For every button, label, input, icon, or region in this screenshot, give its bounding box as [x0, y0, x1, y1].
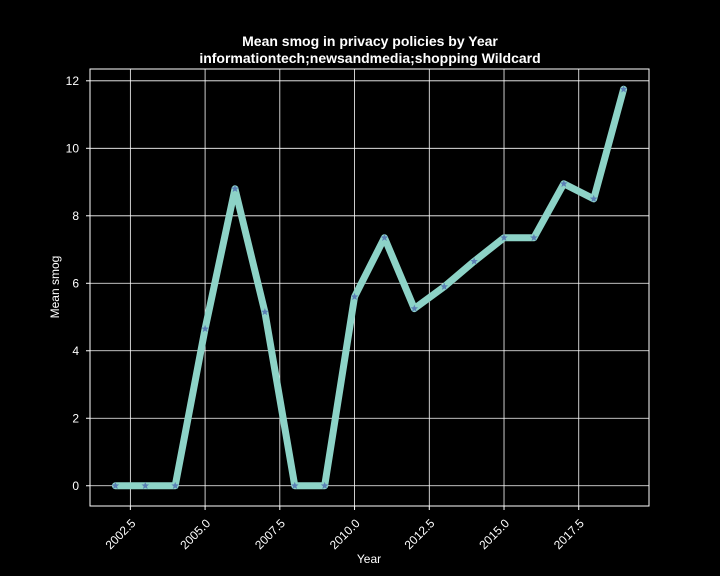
data-point-marker: [231, 184, 239, 193]
y-tick-label: 4: [72, 344, 79, 358]
data-point-marker: [201, 324, 209, 333]
y-tick-label: 2: [72, 411, 79, 425]
y-tick-label: 0: [72, 479, 79, 493]
x-axis: 2002.5 2005.0 2007.5 2010.0 2012.5 2015.0 2017…: [103, 506, 587, 552]
data-point-marker: [500, 233, 508, 241]
y-axis: 0 2 4 6 8 10 12: [66, 74, 90, 493]
data-point-marker: [560, 179, 568, 187]
data-point-marker: [261, 307, 269, 316]
data-point-marker: [589, 194, 598, 203]
data-point-marker: [440, 282, 449, 290]
data-point-marker: [111, 481, 120, 489]
data-point-marker: [470, 257, 478, 265]
x-tick-label: 2015.0: [476, 516, 512, 552]
y-tick-label: 6: [72, 276, 79, 290]
y-tick-label: 12: [66, 74, 80, 88]
chart-title-line-2: informationtech;newsandmedia;shopping Wi…: [199, 50, 540, 66]
x-tick-label: 2012.5: [402, 516, 438, 552]
x-tick-label: 2017.5: [551, 516, 587, 552]
data-point-marker: [171, 481, 179, 489]
data-point-marker: [530, 233, 538, 241]
data-point-marker: [619, 85, 628, 93]
y-tick-label: 10: [66, 141, 80, 155]
data-point-marker: [290, 481, 299, 489]
plot-frame: [89, 68, 650, 507]
data-point-marker: [320, 481, 329, 489]
series-line: [111, 85, 628, 490]
x-tick-label: 2010.0: [327, 516, 363, 552]
chart-title-line-1: Mean smog in privacy policies by Year: [242, 33, 498, 49]
data-point-marker: [350, 292, 359, 301]
series-group: [111, 85, 628, 490]
x-tick-label: 2005.0: [177, 516, 213, 552]
data-point-marker: [410, 304, 419, 312]
x-tick-label: 2007.5: [252, 516, 288, 552]
y-axis-label: Mean smog: [48, 256, 62, 319]
grid: [90, 69, 649, 506]
data-point-marker: [380, 233, 389, 241]
data-point-marker: [141, 481, 150, 489]
x-axis-label: Year: [357, 552, 381, 566]
y-tick-label: 8: [72, 209, 79, 223]
x-tick-label: 2002.5: [103, 516, 139, 552]
